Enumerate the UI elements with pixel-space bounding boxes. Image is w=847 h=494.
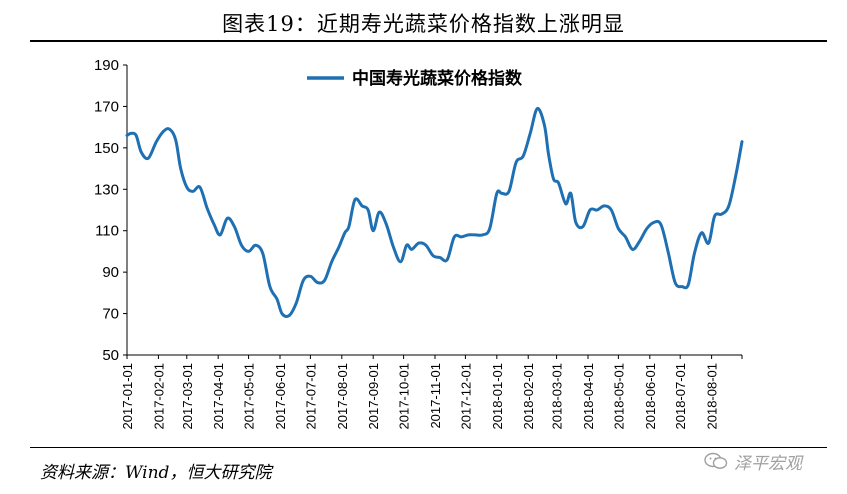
x-tick-label: 2017-11-01 [428,363,443,429]
x-tick-label: 2017-04-01 [211,363,226,430]
x-tick-label: 2017-09-01 [366,363,381,430]
title-underline [30,40,827,42]
chart-axes [123,64,743,359]
x-tick-label: 2017-05-01 [242,363,257,430]
watermark-text: 泽平宏观 [734,453,802,474]
x-tick-label: 2017-06-01 [273,363,288,430]
line-chart: 50 70 90 110 130 150 170 190 2017-01-01 2017-02-… [94,57,744,430]
y-tick-label: 70 [102,306,119,323]
chart-legend: 中国寿光蔬菜价格指数 [307,68,523,88]
x-tick-label: 2017-02-01 [151,363,166,430]
x-tick-label: 2018-07-01 [673,363,688,430]
x-tick-label: 2018-01-01 [490,363,505,430]
legend-label: 中国寿光蔬菜价格指数 [352,68,523,88]
x-tick-label: 2017-12-01 [458,363,473,430]
y-tick-labels: 50 70 90 110 130 150 170 190 [94,57,119,364]
chart-title: 图表19：近期寿光蔬菜价格指数上涨明显 [222,12,625,36]
y-tick-label: 50 [102,347,119,364]
x-tick-label: 2018-08-01 [705,363,720,430]
y-tick-label: 110 [95,223,119,240]
y-tick-label: 130 [94,181,119,198]
y-tick-label: 90 [102,264,119,281]
source-note: 资料来源：Wind，恒大研究院 [40,463,272,483]
x-tick-label: 2018-05-01 [611,363,626,430]
x-tick-label: 2017-10-01 [397,363,412,430]
footer-divider [30,447,827,448]
series-line [125,106,744,318]
y-tick-label: 150 [94,140,119,157]
watermark: 泽平宏观 [704,448,834,474]
y-tick-label: 190 [94,57,119,74]
x-tick-label: 2018-06-01 [643,363,658,430]
x-tick-label: 2018-04-01 [581,363,596,430]
x-tick-labels: 2017-01-01 2017-02-01 2017-03-01 2017-04-01… [120,363,720,430]
x-tick-label: 2018-03-01 [550,363,565,430]
y-tick-label: 170 [94,98,119,115]
x-tick-label: 2017-07-01 [303,363,318,430]
x-tick-label: 2017-03-01 [180,363,195,430]
x-tick-label: 2017-08-01 [335,363,350,430]
x-tick-label: 2018-02-01 [521,363,536,430]
x-tick-label: 2017-01-01 [120,363,135,430]
wechat-icon [704,452,728,469]
